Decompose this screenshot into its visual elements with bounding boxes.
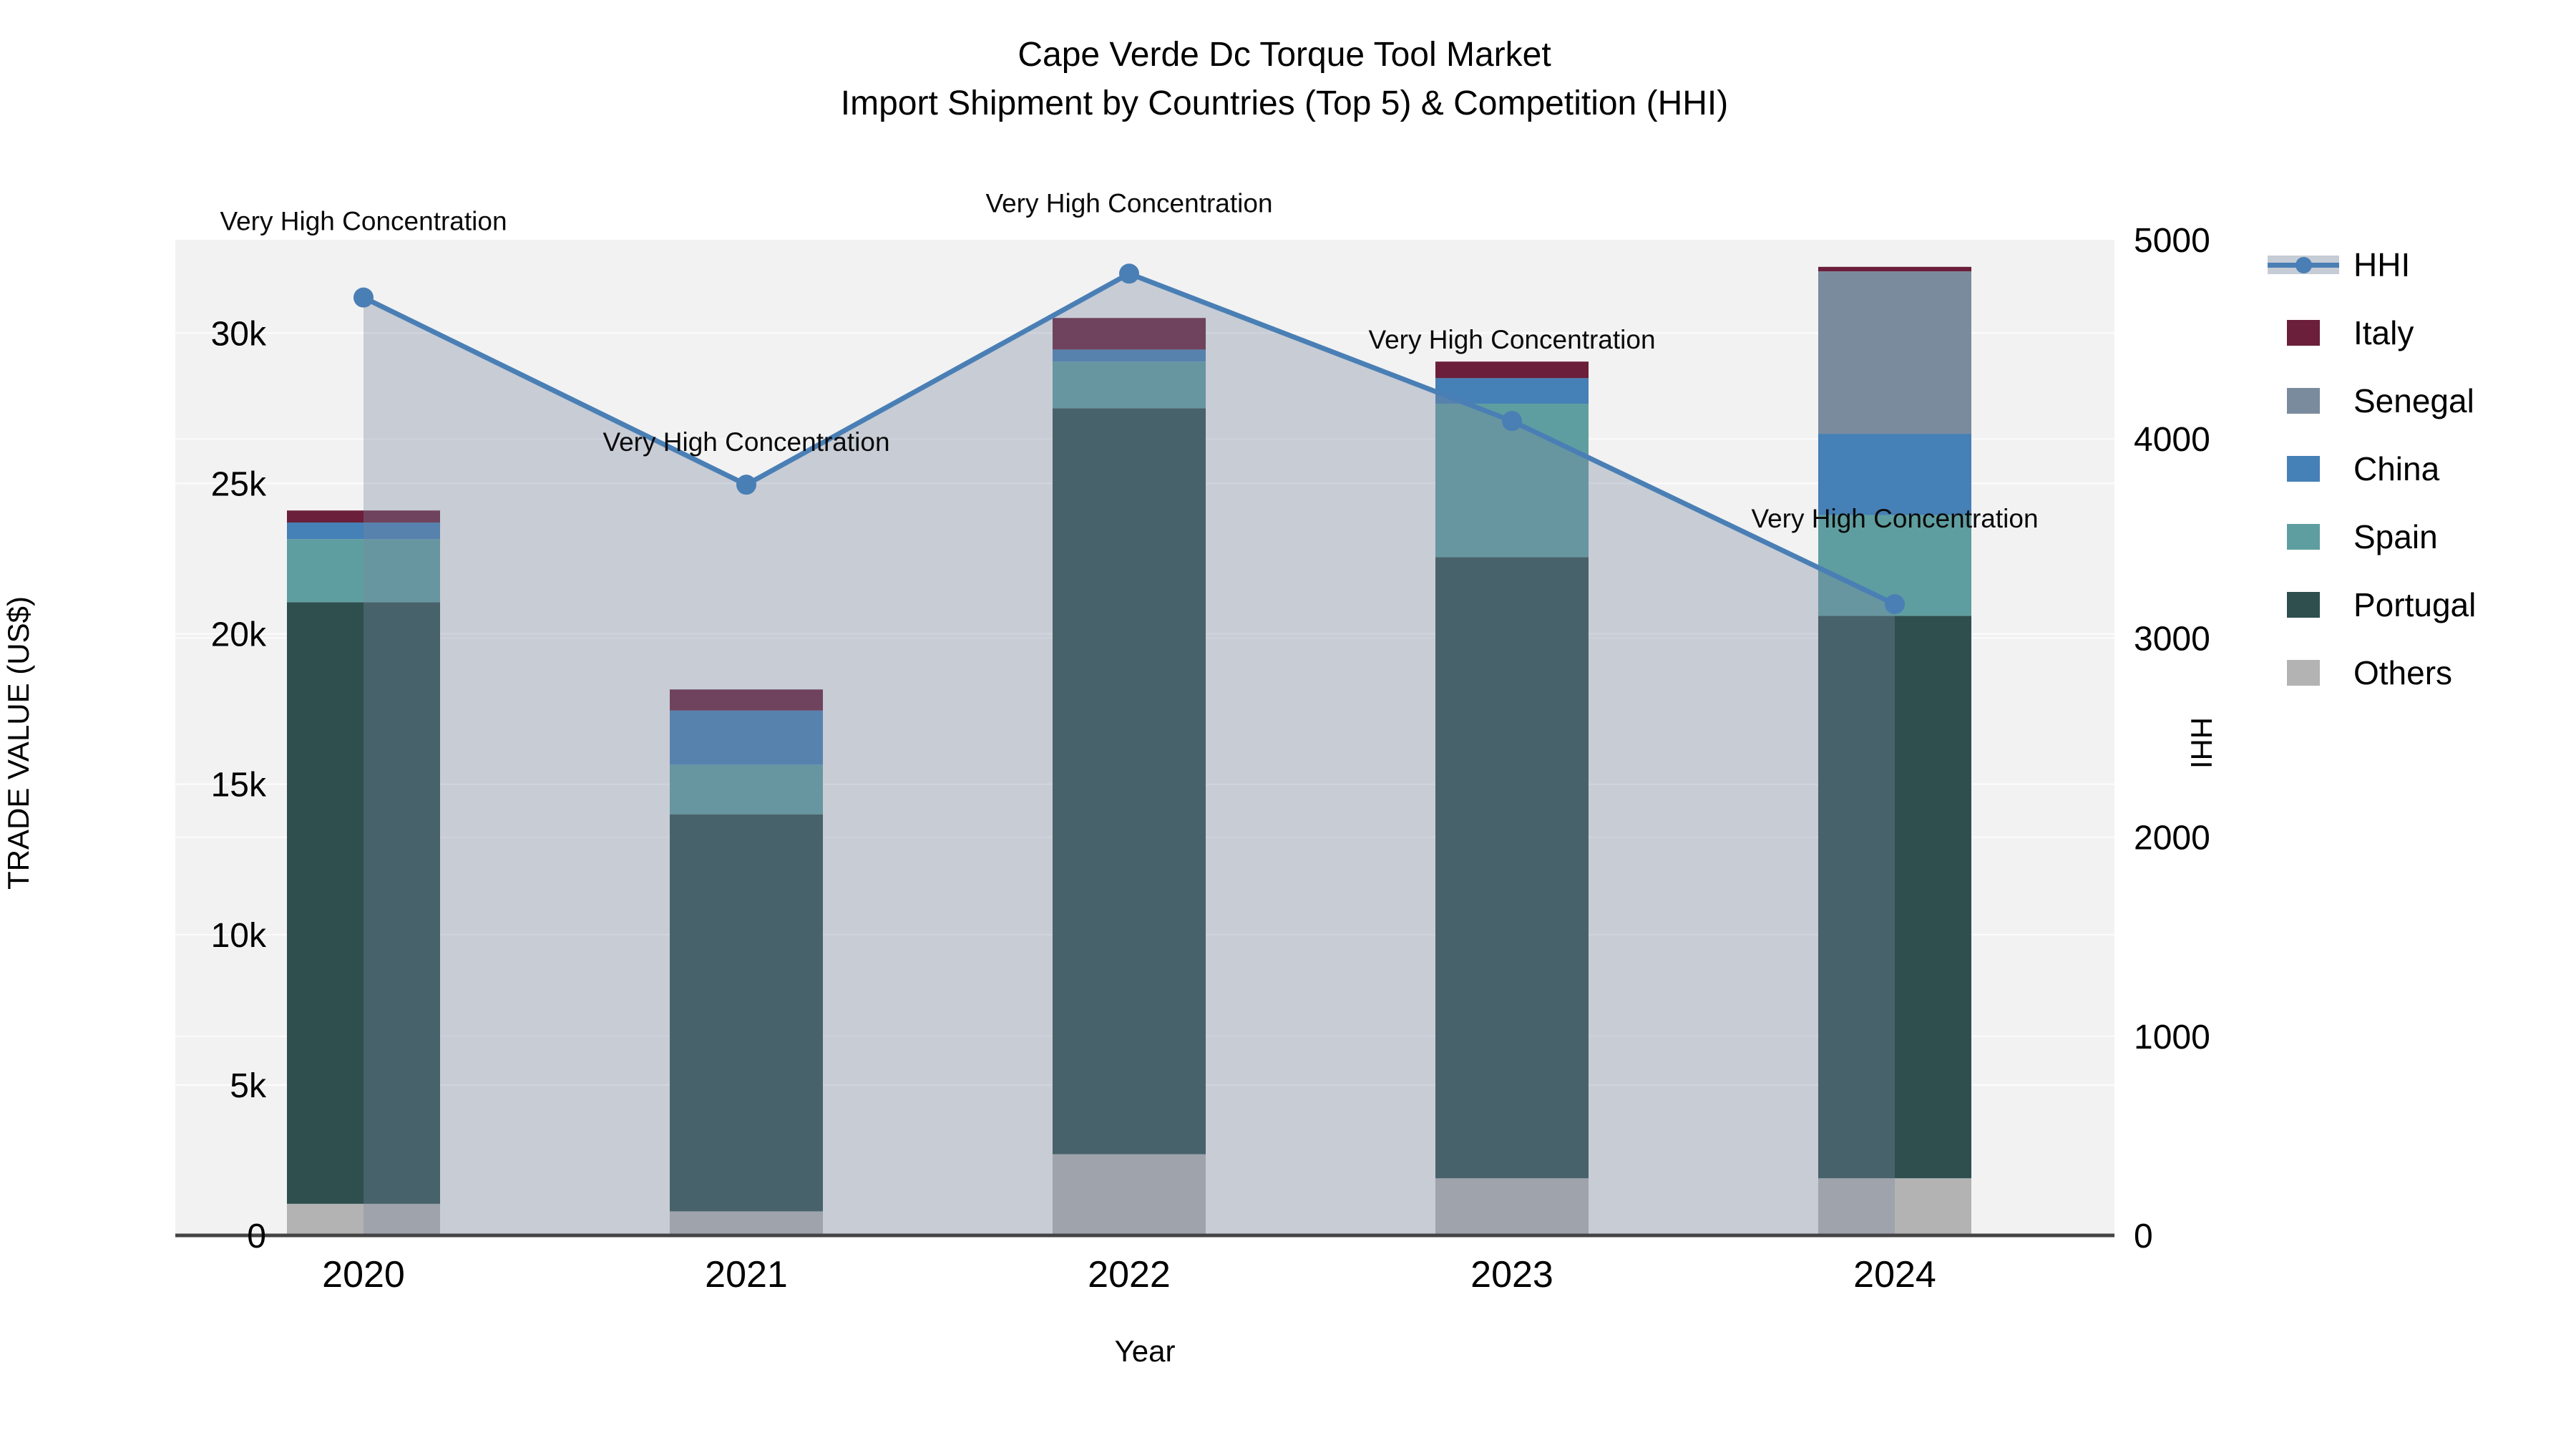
y-right-tick-1000: 1000 <box>2134 1019 2210 1056</box>
x-tick-2021: 2021 <box>705 1254 788 1296</box>
x-tick-2023: 2023 <box>1470 1254 1553 1296</box>
bar-segment-2020-china <box>287 523 440 540</box>
legend-item-hhi[interactable]: HHI <box>2265 230 2476 298</box>
legend-color-swatch-icon <box>2265 319 2342 346</box>
bar-segment-2022-italy <box>1053 318 1206 350</box>
legend-color-swatch-icon <box>2265 659 2342 686</box>
y-left-tick-5k: 5k <box>230 1067 267 1105</box>
legend-item-spain[interactable]: Spain <box>2265 502 2476 570</box>
legend-label: Spain <box>2353 517 2438 555</box>
y-right-tick-3000: 3000 <box>2134 620 2210 658</box>
legend-color-swatch-icon <box>2265 455 2342 482</box>
x-tick-2024: 2024 <box>1853 1254 1936 1296</box>
y-right-tick-5000: 5000 <box>2134 222 2210 260</box>
bar-segment-2024-china <box>1818 434 1971 515</box>
annotation-2021: Very High Concentration <box>602 427 889 457</box>
y-right-tick-4000: 4000 <box>2134 421 2210 459</box>
y-right-tick-2000: 2000 <box>2134 820 2210 857</box>
legend-label: China <box>2353 449 2440 487</box>
annotation-2022: Very High Concentration <box>985 188 1272 218</box>
legend-label: Portugal <box>2353 585 2477 623</box>
x-tick-2020: 2020 <box>322 1254 405 1296</box>
y-left-tick-0: 0 <box>247 1218 266 1255</box>
legend-item-italy[interactable]: Italy <box>2265 298 2476 366</box>
bar-segment-2022-spain <box>1053 361 1206 409</box>
legend-label: Others <box>2353 653 2453 691</box>
bar-segment-2021-italy <box>670 689 823 711</box>
bar-segment-2023-portugal <box>1435 557 1589 1179</box>
bar-segment-2020-spain <box>287 539 440 603</box>
bar-segment-2021-china <box>670 710 823 765</box>
chart-legend: HHI Italy Senegal China Spain Portugal Others <box>2265 230 2476 706</box>
y-left-tick-25k: 25k <box>211 465 267 503</box>
hhi-marker-2020 <box>353 287 374 308</box>
bar-segment-2021-others <box>670 1211 823 1235</box>
legend-color-swatch-icon <box>2265 591 2342 618</box>
hhi-marker-2023 <box>1502 411 1522 432</box>
y-left-tick-20k: 20k <box>211 616 267 654</box>
x-axis-title: Year <box>1115 1334 1176 1368</box>
x-tick-2022: 2022 <box>1088 1254 1171 1296</box>
annotation-2024: Very High Concentration <box>1751 504 2038 533</box>
bar-segment-2023-others <box>1435 1178 1589 1235</box>
bar-segment-2024-others <box>1818 1178 1971 1235</box>
y-right-tick-0: 0 <box>2134 1218 2153 1255</box>
legend-item-china[interactable]: China <box>2265 434 2476 502</box>
legend-item-portugal[interactable]: Portugal <box>2265 570 2476 638</box>
annotation-2023: Very High Concentration <box>1368 325 1655 354</box>
bar-segment-2020-italy <box>287 510 440 523</box>
hhi-marker-2024 <box>1885 594 1905 615</box>
bar-segment-2022-china <box>1053 349 1206 362</box>
bar-segment-2020-others <box>287 1203 440 1235</box>
bar-segment-2021-portugal <box>670 814 823 1212</box>
legend-hhi-line-swatch-icon <box>2265 255 2342 274</box>
bar-segment-2023-italy <box>1435 361 1589 379</box>
chart-title-line2: Import Shipment by Countries (Top 5) & C… <box>841 84 1728 122</box>
legend-label: Senegal <box>2353 382 2474 419</box>
y-left-tick-10k: 10k <box>211 917 267 955</box>
legend-item-senegal[interactable]: Senegal <box>2265 366 2476 434</box>
y-axis-left-title: TRADE VALUE (US$) <box>1 596 35 890</box>
bar-segment-2022-portugal <box>1053 408 1206 1155</box>
legend-color-swatch-icon <box>2265 523 2342 550</box>
y-left-tick-30k: 30k <box>211 315 267 353</box>
y-axis-right-title: HHI <box>2185 717 2218 769</box>
hhi-area-fill <box>364 273 1895 1236</box>
bar-segment-2022-others <box>1053 1154 1206 1235</box>
annotation-2020: Very High Concentration <box>220 207 507 236</box>
hhi-marker-2022 <box>1119 263 1139 284</box>
bar-segment-2024-portugal <box>1818 616 1971 1179</box>
legend-item-others[interactable]: Others <box>2265 638 2476 706</box>
bar-segment-2021-spain <box>670 764 823 815</box>
bar-segment-2020-portugal <box>287 602 440 1204</box>
hhi-marker-2021 <box>736 475 756 495</box>
chart-title-line1: Cape Verde Dc Torque Tool Market <box>1018 36 1551 74</box>
y-left-tick-15k: 15k <box>211 767 267 805</box>
bar-segment-2024-senegal <box>1818 271 1971 434</box>
legend-color-swatch-icon <box>2265 387 2342 414</box>
legend-label: Italy <box>2353 314 2414 351</box>
bar-segment-2024-italy <box>1818 266 1971 272</box>
legend-label: HHI <box>2353 246 2411 283</box>
